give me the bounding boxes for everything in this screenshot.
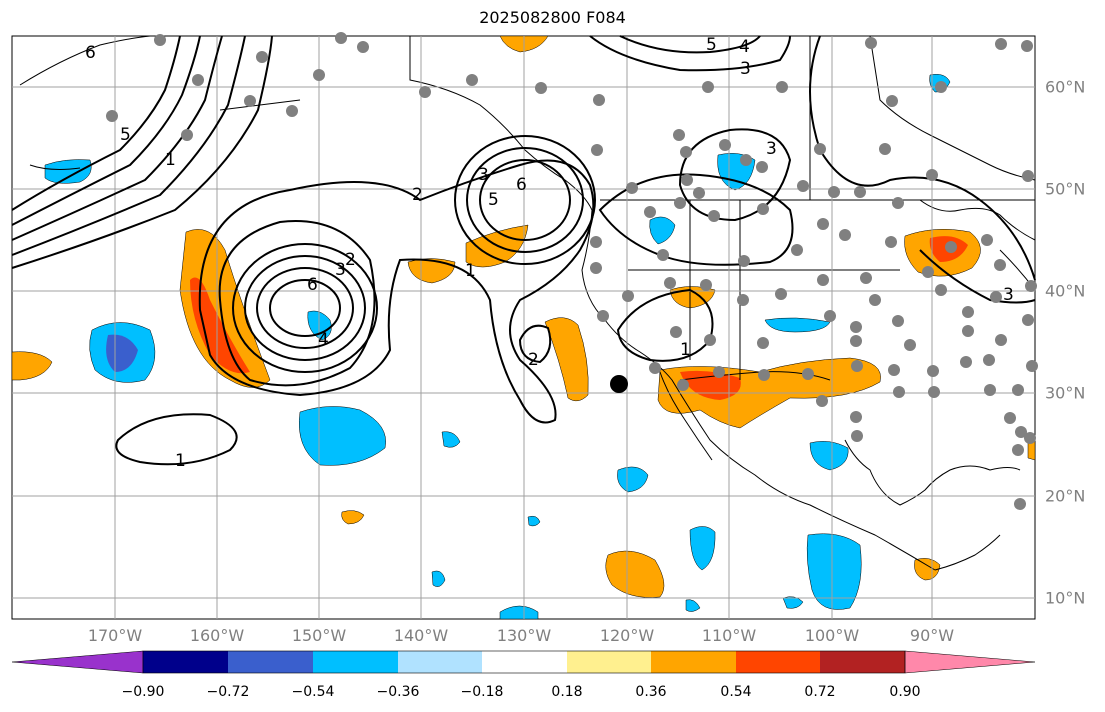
lon-label: 120°W [599, 626, 655, 645]
contour-label: 6 [516, 175, 527, 195]
contour-label: 1 [680, 340, 691, 360]
colorbar [11, 650, 1036, 674]
contour-label: 3 [478, 165, 489, 185]
colorbar-tick-label: −0.72 [206, 684, 250, 700]
contour-label: 3 [766, 139, 777, 159]
colorbar-tick-label: −0.54 [291, 684, 335, 700]
contour-label: 1 [165, 150, 176, 170]
contour-label: 2 [528, 350, 539, 370]
contour-label: 5 [706, 35, 717, 55]
lat-label: 40°N [1045, 281, 1086, 301]
lon-label: 160°W [189, 626, 245, 645]
colorbar-tick-label: −0.36 [376, 684, 420, 700]
colorbar-extend-high [904, 650, 1036, 674]
lat-lon-grid [12, 36, 1035, 619]
station-markers [106, 32, 1038, 510]
colorbar-extend-low [11, 650, 144, 674]
lon-label: 110°W [701, 626, 757, 645]
contour-label: 2 [412, 185, 423, 205]
contour-label-group: 1 1 1 1 2 2 2 3 3 3 3 3 4 4 5 5 5 6 6 6 [85, 35, 1014, 471]
colorbar-segment [567, 651, 651, 673]
colorbar-segment [482, 651, 567, 673]
colorbar-segment [143, 651, 228, 673]
contour-label: 5 [488, 190, 499, 210]
negative-anomaly-shading [44, 74, 951, 620]
lat-label: 60°N [1045, 77, 1086, 97]
colorbar-tick-label: 0.18 [551, 684, 583, 700]
contour-label: 4 [739, 37, 750, 57]
colorbar-tick-label: 0.90 [889, 684, 921, 700]
colorbar-segment [820, 651, 905, 673]
location-marker [610, 375, 628, 393]
contour-label: 3 [335, 260, 346, 280]
colorbar-tick-label: 0.36 [635, 684, 667, 700]
contour-label: 3 [740, 59, 751, 79]
colorbar-segment [736, 651, 820, 673]
contour-label: 6 [85, 43, 96, 63]
lon-label: 90°W [909, 626, 955, 645]
contour-label: 2 [345, 250, 356, 270]
colorbar-segment [313, 651, 398, 673]
contour-label: 1 [465, 261, 476, 281]
lon-label: 130°W [496, 626, 552, 645]
lon-label: 140°W [393, 626, 449, 645]
colorbar-tick-label: −0.18 [460, 684, 504, 700]
colorbar-tick-label: −0.90 [121, 684, 165, 700]
lat-label: 50°N [1045, 179, 1086, 199]
colorbar-segment [398, 651, 482, 673]
contour-label: 4 [318, 330, 329, 350]
contour-label: 5 [120, 125, 131, 145]
contour-label: 1 [175, 451, 186, 471]
lat-label: 20°N [1045, 486, 1086, 506]
contour-label: 3 [1003, 285, 1014, 305]
colorbar-tick-label: 0.54 [720, 684, 752, 700]
colorbar-segment [228, 651, 313, 673]
lat-label: 10°N [1045, 588, 1086, 608]
colorbar-tick-label: 0.72 [804, 684, 836, 700]
colorbar-segment [651, 651, 736, 673]
lat-label: 30°N [1045, 383, 1086, 403]
map-title: 2025082800 F084 [479, 8, 626, 27]
contour-lines [11, 35, 1036, 466]
lon-label: 170°W [87, 626, 143, 645]
contour-label: 6 [307, 275, 318, 295]
lon-label: 150°W [291, 626, 347, 645]
lon-label: 100°W [804, 626, 860, 645]
